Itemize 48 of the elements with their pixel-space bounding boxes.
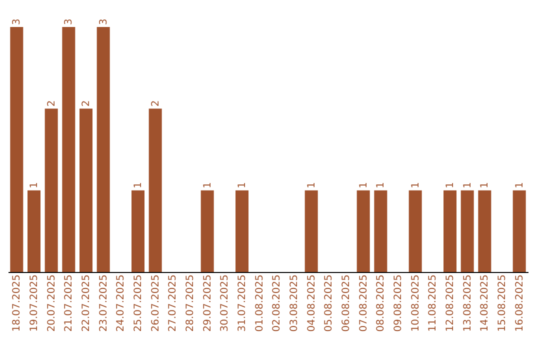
data-label: 1: [358, 182, 370, 188]
x-tick-label: 06.08.2025: [341, 274, 352, 332]
x-tick-label: 30.07.2025: [220, 274, 231, 332]
x-tick-label: 12.08.2025: [445, 274, 456, 332]
x-tick-label: 07.08.2025: [358, 274, 370, 332]
data-label: 1: [462, 182, 474, 188]
x-tick-label: 21.07.2025: [64, 274, 75, 332]
x-tick-label: 20.07.2025: [46, 274, 58, 332]
x-tick-label: 23.07.2025: [98, 274, 110, 332]
x-tick-label: 01.08.2025: [254, 274, 266, 332]
x-tick-label: 05.08.2025: [324, 274, 335, 332]
data-label: 1: [202, 182, 214, 188]
data-label: 1: [133, 182, 144, 188]
x-tick-label: 25.07.2025: [133, 274, 144, 332]
x-tick-label: 08.08.2025: [376, 274, 387, 332]
data-label: 1: [29, 182, 40, 188]
data-label: 1: [445, 182, 456, 188]
data-label: 3: [64, 18, 75, 25]
x-tick-label: 04.08.2025: [306, 274, 318, 332]
data-label: 2: [46, 100, 58, 107]
data-label: 1: [306, 182, 318, 188]
x-tick-label: 26.07.2025: [150, 274, 162, 332]
data-label: 1: [480, 182, 491, 188]
x-tick-label: 10.08.2025: [410, 274, 422, 332]
x-tick-label: 19.07.2025: [29, 274, 40, 332]
x-tick-label: 24.07.2025: [116, 274, 127, 332]
data-label: 2: [81, 100, 92, 107]
x-tick-label: 15.08.2025: [497, 274, 508, 332]
x-tick-label: 18.07.2025: [12, 274, 23, 332]
x-tick-label: 09.08.2025: [393, 274, 404, 332]
x-tick-label: 16.08.2025: [514, 274, 526, 332]
x-tick-label: 27.07.2025: [168, 274, 179, 332]
data-label: 3: [12, 18, 23, 25]
x-tick-label: 31.07.2025: [237, 274, 248, 332]
data-label: 1: [410, 182, 422, 188]
x-tick-label: 11.08.2025: [428, 274, 439, 332]
x-tick-label: 02.08.2025: [272, 274, 283, 332]
data-label: 1: [514, 182, 526, 188]
data-label: 2: [150, 100, 162, 107]
data-label: 1: [376, 182, 387, 188]
x-tick-label: 03.08.2025: [289, 274, 300, 332]
data-label: 3: [98, 18, 110, 25]
data-label: 1: [237, 182, 248, 188]
x-tick-label: 29.07.2025: [202, 274, 214, 332]
x-tick-label: 14.08.2025: [480, 274, 491, 332]
x-tick-label: 22.07.2025: [81, 274, 92, 332]
x-tick-label: 13.08.2025: [462, 274, 474, 332]
x-tick-label: 28.07.2025: [185, 274, 196, 332]
